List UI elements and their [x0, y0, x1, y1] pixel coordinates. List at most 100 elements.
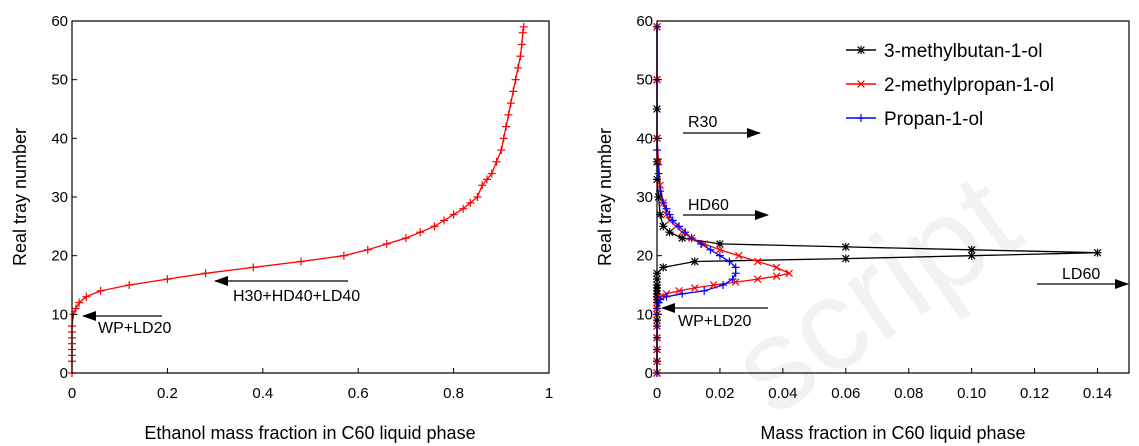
legend-label: Propan-1-ol [884, 109, 983, 130]
data-point [753, 275, 762, 283]
data-point [772, 263, 781, 272]
data-point [416, 228, 425, 237]
data-point [363, 245, 372, 254]
y-tick-label: 40 [636, 130, 653, 147]
x-tick-label: 0 [68, 385, 76, 402]
data-point [687, 234, 696, 243]
data-point [401, 234, 410, 243]
x-tick-label: 0.8 [443, 385, 464, 402]
data-point [772, 272, 781, 281]
data-point [466, 198, 475, 207]
data-point [492, 157, 501, 166]
data-point [659, 198, 668, 207]
data-point [709, 281, 718, 289]
data-point [725, 257, 734, 266]
data-point [656, 181, 664, 190]
data-point [518, 28, 527, 37]
y-tick-label: 10 [51, 306, 68, 323]
data-point [700, 286, 709, 295]
data-point [734, 251, 743, 260]
data-point [715, 239, 724, 248]
data-point [502, 122, 511, 131]
data-point [449, 210, 458, 219]
x-tick-label: 0 [653, 385, 661, 402]
legend-item: 2-methylpropan-1-ol [846, 75, 1054, 96]
data-point [675, 287, 683, 295]
data-point [731, 263, 740, 272]
right-annotation-r30: R30 [688, 114, 717, 131]
data-point [513, 63, 522, 72]
data-point [440, 216, 449, 225]
data-point [716, 245, 724, 254]
right-annotation-wp-ld20: WP+LD20 [678, 313, 751, 330]
data-point [201, 269, 210, 278]
legend-marker [857, 114, 865, 122]
legend-marker [857, 46, 865, 54]
data-point [504, 110, 513, 119]
data-point [706, 245, 715, 254]
legend-item: Propan-1-ol [846, 109, 983, 130]
data-point [519, 22, 528, 31]
data-point [715, 251, 724, 260]
data-point [665, 210, 674, 219]
y-tick-label: 60 [636, 13, 653, 30]
data-point [339, 251, 348, 260]
x-tick-label: 0.08 [894, 385, 923, 402]
x-tick-label: 1 [545, 385, 553, 402]
x-tick-label: 0.04 [768, 385, 797, 402]
data-point [654, 169, 663, 178]
data-point [163, 275, 172, 284]
legend-label: 2-methylpropan-1-ol [884, 75, 1054, 96]
watermark: script [705, 144, 1043, 442]
left-y-axis-label: Real tray number [10, 128, 30, 266]
data-point [690, 284, 699, 292]
data-point [473, 193, 482, 201]
data-point [659, 222, 668, 231]
data-point [668, 216, 677, 225]
y-tick-label: 50 [636, 72, 653, 89]
data-point [430, 222, 439, 231]
y-tick-label: 0 [60, 365, 68, 382]
data-point [728, 275, 737, 284]
data-point [75, 298, 84, 307]
data-point [841, 242, 850, 251]
data-point [678, 289, 687, 298]
data-point [785, 269, 793, 278]
data-point [497, 146, 506, 155]
data-point [753, 257, 762, 266]
data-point [675, 222, 684, 231]
data-point [1093, 248, 1102, 257]
data-point [82, 292, 91, 301]
data-point [681, 228, 690, 237]
legend-item: 3-methylbutan-1-ol [846, 41, 1042, 62]
right-annotation-hd60: HD60 [688, 197, 729, 214]
y-tick-label: 20 [636, 248, 653, 265]
data-point [662, 204, 671, 213]
data-point [719, 281, 728, 289]
data-point [511, 75, 520, 84]
x-tick-label: 0.4 [252, 385, 273, 402]
x-tick-label: 0.12 [1020, 385, 1049, 402]
data-point [690, 257, 699, 266]
y-tick-label: 30 [51, 189, 68, 206]
data-point [459, 204, 468, 213]
data-point [697, 239, 706, 248]
data-point [125, 281, 134, 289]
left-x-axis-label: Ethanol mass fraction in C60 liquid phas… [144, 423, 475, 443]
data-point [654, 157, 663, 166]
left-annotation-wp-ld20: WP+LD20 [98, 320, 171, 337]
data-point [516, 52, 525, 61]
data-point [382, 239, 391, 248]
x-tick-label: 0.02 [705, 385, 734, 402]
data-point [71, 304, 80, 313]
data-point [478, 181, 487, 190]
x-tick-label: 0.10 [957, 385, 986, 402]
data-point [665, 228, 674, 237]
chart-left: 0 0.2 0.4 0.6 0.8 1 0 10 20 30 40 50 60 Ethanol mas… [10, 13, 553, 443]
y-tick-label: 10 [636, 306, 653, 323]
y-tick-label: 40 [51, 130, 68, 147]
data-point [841, 254, 850, 263]
data-point [499, 134, 508, 143]
left-annotation-h30-hd40-ld40: H30+HD40+LD40 [233, 288, 360, 305]
